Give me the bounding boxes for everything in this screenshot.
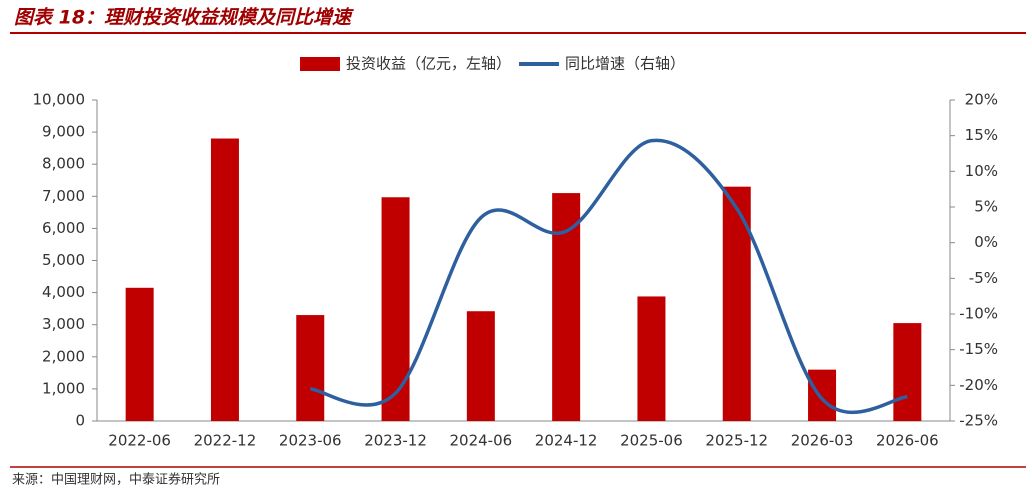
legend-label: 同比增速（右轴） xyxy=(565,55,685,73)
x-tick-label: 2024-06 xyxy=(450,432,513,450)
y2-tick-label: -15% xyxy=(959,340,998,358)
x-tick-label: 2024-12 xyxy=(535,432,598,450)
y-tick-label: 10,000 xyxy=(33,91,86,109)
y-tick-label: 4,000 xyxy=(42,283,85,301)
x-tick-label: 2026-06 xyxy=(876,432,939,450)
source: 来源：中国理财网，中泰证券研究所 xyxy=(12,472,220,488)
y2-tick-label: 20% xyxy=(965,91,998,109)
y-tick-label: 3,000 xyxy=(42,315,85,333)
x-tick-label: 2025-12 xyxy=(705,432,768,450)
y-tick-label: 6,000 xyxy=(42,219,85,237)
legend-label: 投资收益（亿元，左轴） xyxy=(346,55,511,73)
bar xyxy=(552,193,581,421)
x-tick-label: 2026-03 xyxy=(791,432,854,450)
bar xyxy=(381,197,410,421)
y2-tick-label: 0% xyxy=(974,233,998,251)
y2-tick-label: -5% xyxy=(969,269,998,287)
y2-tick-label: 15% xyxy=(965,126,998,144)
bar xyxy=(466,311,495,421)
x-tick-label: 2022-06 xyxy=(108,432,171,450)
legend-swatch xyxy=(300,57,340,71)
bar xyxy=(637,296,666,421)
y2-tick-label: 5% xyxy=(974,198,998,216)
y-tick-label: 2,000 xyxy=(42,347,85,365)
y2-tick-label: 10% xyxy=(965,162,998,180)
bar xyxy=(893,323,922,421)
y-tick-label: 0 xyxy=(75,412,85,430)
bar xyxy=(125,287,154,421)
x-tick-label: 2022-12 xyxy=(194,432,257,450)
y-tick-label: 8,000 xyxy=(42,155,85,173)
bar xyxy=(808,369,837,421)
x-tick-label: 2023-06 xyxy=(279,432,342,450)
y-tick-label: 1,000 xyxy=(42,379,85,397)
y2-tick-label: -25% xyxy=(959,412,998,430)
bar xyxy=(210,138,239,421)
y-tick-label: 9,000 xyxy=(42,123,85,141)
line xyxy=(309,138,908,414)
x-tick-label: 2023-12 xyxy=(364,432,427,450)
bar xyxy=(296,315,325,421)
bar xyxy=(722,186,751,421)
y-tick-label: 7,000 xyxy=(42,187,85,205)
y2-tick-label: -10% xyxy=(959,305,998,323)
chart-title: 图表 18：理财投资收益规模及同比增速 xyxy=(14,7,354,29)
x-tick-label: 2025-06 xyxy=(620,432,683,450)
y-tick-label: 5,000 xyxy=(42,251,85,269)
y2-tick-label: -20% xyxy=(959,376,998,394)
